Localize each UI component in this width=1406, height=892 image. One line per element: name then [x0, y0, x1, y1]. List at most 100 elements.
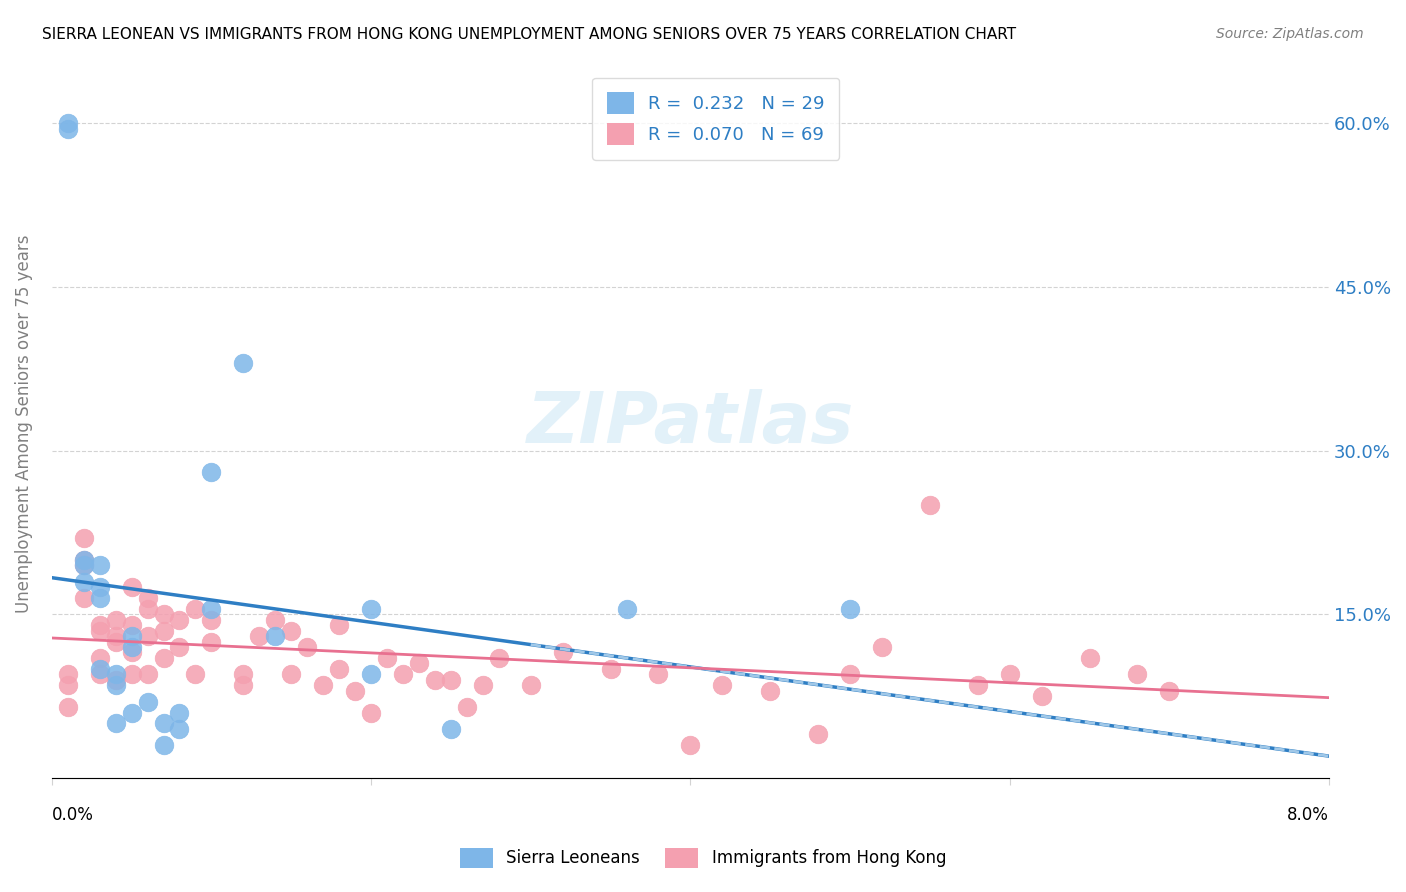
Point: [169, 706, 191, 720]
Point: [247, 629, 270, 643]
Point: [870, 640, 893, 654]
Point: [56, 116, 79, 130]
Point: [104, 678, 127, 692]
Point: [73, 558, 96, 573]
Point: [121, 706, 143, 720]
Point: [423, 673, 446, 687]
Point: [1126, 667, 1149, 681]
Point: [264, 629, 287, 643]
Point: [759, 683, 782, 698]
Point: [200, 602, 222, 616]
Point: [998, 667, 1021, 681]
Point: [121, 580, 143, 594]
Text: 8.0%: 8.0%: [1286, 806, 1329, 824]
Point: [104, 629, 127, 643]
Point: [73, 552, 96, 566]
Legend: R =  0.232   N = 29, R =  0.070   N = 69: R = 0.232 N = 29, R = 0.070 N = 69: [592, 78, 839, 160]
Y-axis label: Unemployment Among Seniors over 75 years: Unemployment Among Seniors over 75 years: [15, 234, 32, 613]
Point: [73, 591, 96, 605]
Point: [807, 727, 830, 741]
Point: [232, 667, 254, 681]
Point: [121, 645, 143, 659]
Point: [73, 574, 96, 589]
Point: [152, 651, 174, 665]
Point: [551, 645, 574, 659]
Point: [966, 678, 988, 692]
Point: [152, 607, 174, 622]
Point: [89, 618, 111, 632]
Point: [136, 591, 159, 605]
Point: [136, 695, 159, 709]
Point: [1078, 651, 1101, 665]
Point: [73, 531, 96, 545]
Point: [440, 722, 463, 736]
Text: 0.0%: 0.0%: [52, 806, 94, 824]
Point: [152, 624, 174, 638]
Point: [73, 558, 96, 573]
Point: [89, 558, 111, 573]
Point: [264, 613, 287, 627]
Point: [328, 662, 350, 676]
Point: [152, 716, 174, 731]
Point: [711, 678, 734, 692]
Point: [104, 613, 127, 627]
Point: [152, 738, 174, 752]
Point: [56, 121, 79, 136]
Point: [456, 700, 478, 714]
Point: [1159, 683, 1181, 698]
Point: [440, 673, 463, 687]
Point: [519, 678, 541, 692]
Point: [392, 667, 415, 681]
Point: [89, 662, 111, 676]
Point: [121, 667, 143, 681]
Point: [169, 722, 191, 736]
Point: [121, 618, 143, 632]
Point: [89, 667, 111, 681]
Point: [56, 678, 79, 692]
Point: [1031, 689, 1053, 703]
Point: [121, 640, 143, 654]
Legend: Sierra Leoneans, Immigrants from Hong Kong: Sierra Leoneans, Immigrants from Hong Ko…: [453, 841, 953, 875]
Point: [104, 667, 127, 681]
Text: SIERRA LEONEAN VS IMMIGRANTS FROM HONG KONG UNEMPLOYMENT AMONG SENIORS OVER 75 Y: SIERRA LEONEAN VS IMMIGRANTS FROM HONG K…: [42, 27, 1017, 42]
Point: [295, 640, 318, 654]
Point: [488, 651, 510, 665]
Point: [471, 678, 494, 692]
Text: ZIPatlas: ZIPatlas: [527, 389, 853, 458]
Point: [328, 618, 350, 632]
Point: [599, 662, 621, 676]
Point: [200, 613, 222, 627]
Point: [408, 657, 430, 671]
Point: [647, 667, 669, 681]
Point: [136, 602, 159, 616]
Point: [104, 716, 127, 731]
Point: [200, 466, 222, 480]
Point: [56, 667, 79, 681]
Point: [73, 552, 96, 566]
Point: [104, 673, 127, 687]
Point: [89, 651, 111, 665]
Point: [360, 667, 382, 681]
Point: [616, 602, 638, 616]
Point: [839, 667, 862, 681]
Point: [679, 738, 702, 752]
Point: [360, 706, 382, 720]
Point: [232, 356, 254, 370]
Point: [280, 624, 302, 638]
Point: [121, 629, 143, 643]
Point: [89, 580, 111, 594]
Point: [184, 602, 207, 616]
Text: Source: ZipAtlas.com: Source: ZipAtlas.com: [1216, 27, 1364, 41]
Point: [918, 498, 941, 512]
Point: [136, 667, 159, 681]
Point: [89, 591, 111, 605]
Point: [312, 678, 335, 692]
Point: [232, 678, 254, 692]
Point: [280, 667, 302, 681]
Point: [200, 634, 222, 648]
Point: [169, 613, 191, 627]
Point: [344, 683, 367, 698]
Point: [56, 700, 79, 714]
Point: [375, 651, 398, 665]
Point: [184, 667, 207, 681]
